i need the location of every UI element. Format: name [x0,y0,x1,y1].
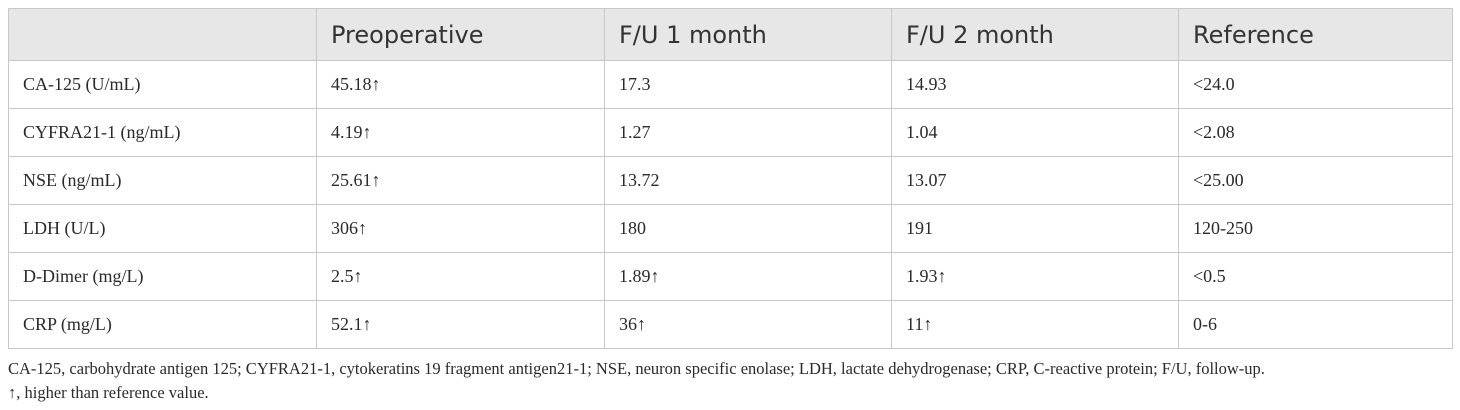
table-cell: 11↑ [891,300,1179,349]
header-cell-reference: Reference [1178,8,1453,61]
header-cell-fu-1-month: F/U 1 month [604,8,892,61]
table-cell: <0.5 [1178,252,1453,301]
table-cell: 1.93↑ [891,252,1179,301]
table-cell: D-Dimer (mg/L) [8,252,317,301]
lab-results-table: Preoperative F/U 1 month F/U 2 month Ref… [8,8,1453,349]
table-cell: 0-6 [1178,300,1453,349]
table-cell: 13.07 [891,156,1179,205]
table-cell: 1.27 [604,108,892,157]
table-cell: 306↑ [316,204,605,253]
header-cell-fu-2-month: F/U 2 month [891,8,1179,61]
table-cell: 1.89↑ [604,252,892,301]
table-footnote: CA-125, carbohydrate antigen 125; CYFRA2… [8,357,1452,405]
table-row: D-Dimer (mg/L) 2.5↑ 1.89↑ 1.93↑ <0.5 [8,252,1453,301]
table-cell: <24.0 [1178,60,1453,109]
table-cell: 52.1↑ [316,300,605,349]
table-cell: 4.19↑ [316,108,605,157]
table-row: LDH (U/L) 306↑ 180 191 120-250 [8,204,1453,253]
table-cell: 180 [604,204,892,253]
table-cell: 13.72 [604,156,892,205]
table-row: CA-125 (U/mL) 45.18↑ 17.3 14.93 <24.0 [8,60,1453,109]
table-row: CYFRA21-1 (ng/mL) 4.19↑ 1.27 1.04 <2.08 [8,108,1453,157]
table-header-row: Preoperative F/U 1 month F/U 2 month Ref… [8,8,1453,61]
table-cell: CA-125 (U/mL) [8,60,317,109]
table-cell: CRP (mg/L) [8,300,317,349]
table-cell: <25.00 [1178,156,1453,205]
table-cell: 14.93 [891,60,1179,109]
table-cell: 2.5↑ [316,252,605,301]
table-cell: 17.3 [604,60,892,109]
table-cell: CYFRA21-1 (ng/mL) [8,108,317,157]
header-cell-parameter [8,8,317,61]
table-cell: <2.08 [1178,108,1453,157]
table-row: NSE (ng/mL) 25.61↑ 13.72 13.07 <25.00 [8,156,1453,205]
table-cell: 45.18↑ [316,60,605,109]
table-cell: NSE (ng/mL) [8,156,317,205]
table-cell: 25.61↑ [316,156,605,205]
header-cell-preoperative: Preoperative [316,8,605,61]
footnote-arrow-legend: ↑, higher than reference value. [8,383,209,402]
table-row: CRP (mg/L) 52.1↑ 36↑ 11↑ 0-6 [8,300,1453,349]
table-cell: LDH (U/L) [8,204,317,253]
footnote-abbreviations: CA-125, carbohydrate antigen 125; CYFRA2… [8,359,1265,378]
table-cell: 36↑ [604,300,892,349]
lab-results-table-container: Preoperative F/U 1 month F/U 2 month Ref… [8,8,1453,349]
table-cell: 1.04 [891,108,1179,157]
table-cell: 191 [891,204,1179,253]
table-cell: 120-250 [1178,204,1453,253]
